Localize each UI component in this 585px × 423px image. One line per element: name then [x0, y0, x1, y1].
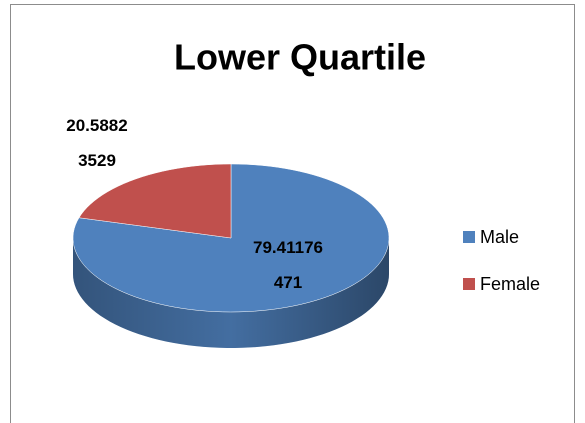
pie-slice	[78, 163, 232, 239]
legend-label: Female	[480, 274, 540, 294]
legend-swatch	[463, 231, 475, 243]
chart-title: Lower Quartile	[174, 37, 426, 78]
pie-side-shade	[73, 238, 389, 348]
data-label: 20.58823529	[66, 116, 128, 170]
legend-label: Male	[480, 227, 519, 247]
legend-swatch	[463, 278, 475, 290]
data-label: 79.41176471	[253, 238, 323, 292]
